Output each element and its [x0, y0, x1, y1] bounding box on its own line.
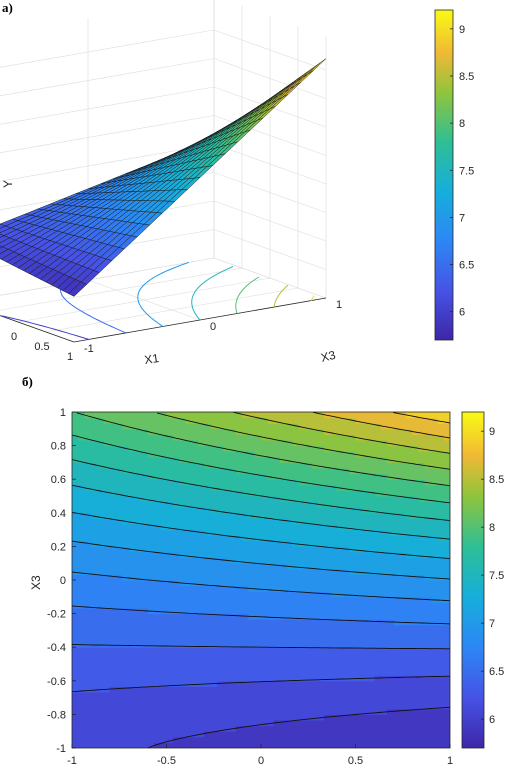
contour-line [72, 675, 450, 693]
contour-y-tick: -0.8 [47, 709, 66, 721]
contour-tick-labels: -1 -0.5 0 0.5 1 1 0.8 0.6 0.4 0.2 0 -0.2 -0.4 -0.6 -0.… [47, 407, 453, 767]
colorbar-b-tick: 7.5 [489, 570, 504, 582]
surface-cell [307, 58, 327, 75]
surface-axes-grid [0, 0, 327, 343]
contour-line [156, 412, 450, 470]
floor-contour-line [137, 261, 189, 327]
contour-line [76, 412, 450, 487]
contour-y-tick: 0.2 [51, 541, 66, 553]
colorbar-a [434, 9, 454, 341]
colorbar-b-tick: 8.5 [489, 474, 504, 486]
colorbar-b-tick: 6 [489, 714, 495, 726]
floor-contour-line [273, 284, 289, 308]
contour-line [72, 644, 450, 650]
surface-zlabel: Y [1, 180, 15, 188]
contour-line [232, 412, 450, 454]
contour-line [72, 459, 450, 522]
colorbar-b-tick: 8 [489, 522, 495, 534]
surface-cell [67, 281, 88, 297]
contour-line [393, 412, 450, 424]
floor-contour-line [235, 276, 260, 314]
surface-x-tick: 0 [11, 331, 17, 343]
colorbar-b-tick: 6.5 [489, 666, 504, 678]
surface-mesh [0, 58, 327, 297]
colorbar-b-tick: 7 [489, 618, 495, 630]
surface-plot: 55.566.577.588.59-1-0.500.51-101 Y X1 X3 [0, 0, 342, 367]
colorbar-b [461, 411, 485, 749]
surface-y-tick: 1 [336, 299, 342, 311]
contour-line [72, 511, 450, 560]
contour-y-tick: 0.6 [51, 474, 66, 486]
contour-x-tick: -1 [67, 755, 77, 767]
panel-a-label: а) [2, 0, 13, 15]
surface-x-tick: 0.5 [34, 341, 49, 353]
contour-y-tick: 0.4 [51, 508, 66, 520]
contour-line [72, 434, 450, 504]
colorbar-a-tick: 7.5 [459, 165, 474, 177]
colorbar-a-tick: 8 [459, 118, 465, 130]
contour-x-tick: 0.5 [348, 755, 363, 767]
contour-x-tick: 1 [447, 755, 453, 767]
contour-lines [72, 412, 450, 748]
colorbar-a-ticks: 6 6.5 7 7.5 8 8.5 9 [450, 24, 474, 319]
colorbar-b-tick: 9 [489, 426, 495, 438]
surface-y-tick: -1 [84, 343, 94, 355]
surface-xlabel: X1 [143, 351, 160, 367]
contour-plot: -1 -0.5 0 0.5 1 1 0.8 0.6 0.4 0.2 0 -0.2 -0.4 -0.6 -0.… [29, 407, 453, 767]
colorbar-a-tick: 7 [459, 212, 465, 224]
surface-x-tick: 1 [67, 351, 73, 363]
contour-line [72, 605, 450, 625]
contour-fill [72, 412, 450, 748]
floor-contour-line [1, 315, 89, 340]
floor-contour-line [191, 266, 234, 321]
colorbar-a-tick: 8.5 [459, 71, 474, 83]
contour-y-tick: 0 [60, 575, 66, 587]
panel-b-label: б) [22, 374, 33, 389]
contour-line [72, 540, 450, 580]
surface-ylabel: X3 [319, 348, 337, 365]
colorbar-a-tick: 6.5 [459, 260, 474, 272]
surface-floor-contours [1, 261, 315, 340]
contour-line [312, 412, 450, 439]
contour-ylabel: X3 [29, 575, 43, 590]
colorbar-a-tick: 6 [459, 307, 465, 319]
colorbar-b-ticks: 9 8.5 8 7.5 7 6.5 6 [481, 426, 504, 726]
contour-y-tick: 0.8 [51, 441, 66, 453]
contour-line [72, 484, 450, 540]
floor-contour-line [310, 295, 315, 301]
contour-y-tick: -0.4 [47, 642, 66, 654]
contour-x-tick: -0.5 [157, 755, 176, 767]
contour-y-tick: -0.2 [47, 609, 66, 621]
contour-y-tick: -0.6 [47, 676, 66, 688]
contour-y-tick: -1 [56, 743, 66, 755]
contour-x-tick: 0 [258, 755, 264, 767]
contour-y-tick: 1 [60, 407, 66, 419]
contour-line [147, 706, 450, 748]
surface-y-tick: 0 [210, 321, 216, 333]
contour-line [72, 571, 450, 602]
colorbar-a-tick: 9 [459, 24, 465, 36]
floor-contour-line [60, 284, 127, 334]
surface-tick-labels: 55.566.577.588.59-1-0.500.51-101 [11, 299, 342, 363]
